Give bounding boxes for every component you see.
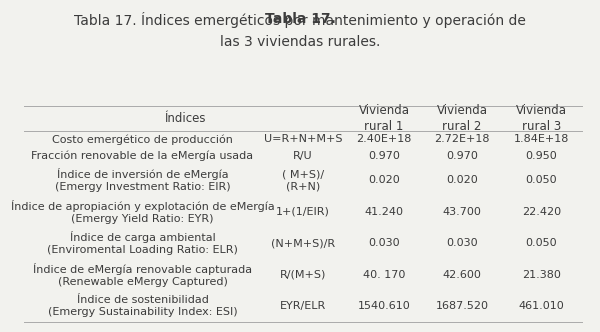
Text: 43.700: 43.700: [443, 207, 481, 217]
Text: 1+(1/EIR): 1+(1/EIR): [276, 207, 330, 217]
Text: 0.970: 0.970: [446, 151, 478, 161]
Text: Vivienda
rural 3: Vivienda rural 3: [516, 104, 567, 133]
Text: 21.380: 21.380: [522, 270, 561, 280]
Text: 2.40E+18: 2.40E+18: [356, 134, 412, 144]
Text: Fracción renovable de la eMergía usada: Fracción renovable de la eMergía usada: [31, 151, 254, 161]
Text: Tabla 17. Índices emergéticos por mantenimiento y operación de: Tabla 17. Índices emergéticos por manten…: [74, 12, 526, 28]
Text: (N+M+S)/R: (N+M+S)/R: [271, 238, 335, 248]
Text: 1540.610: 1540.610: [358, 301, 410, 311]
Text: 42.600: 42.600: [443, 270, 481, 280]
Text: 1687.520: 1687.520: [436, 301, 488, 311]
Text: R/U: R/U: [293, 151, 313, 161]
Text: Índice de apropiación y explotación de eMergía
(Emergy Yield Ratio: EYR): Índice de apropiación y explotación de e…: [11, 200, 274, 224]
Text: EYR/ELR: EYR/ELR: [280, 301, 326, 311]
Text: R/(M+S): R/(M+S): [280, 270, 326, 280]
Text: las 3 viviendas rurales.: las 3 viviendas rurales.: [220, 35, 380, 49]
Text: ( M+S)/
(R+N): ( M+S)/ (R+N): [282, 169, 324, 191]
Text: U=R+N+M+S: U=R+N+M+S: [264, 134, 342, 144]
Text: 2.72E+18: 2.72E+18: [434, 134, 490, 144]
Text: Vivienda
rural 2: Vivienda rural 2: [437, 104, 487, 133]
Text: Tabla 17.: Tabla 17.: [265, 12, 335, 26]
Text: 0.020: 0.020: [446, 175, 478, 185]
Text: 0.030: 0.030: [368, 238, 400, 248]
Text: Índice de eMergía renovable capturada
(Renewable eMergy Captured): Índice de eMergía renovable capturada (R…: [33, 263, 252, 287]
Text: 40. 170: 40. 170: [363, 270, 405, 280]
Text: 0.020: 0.020: [368, 175, 400, 185]
Text: 1.84E+18: 1.84E+18: [514, 134, 569, 144]
Text: 0.050: 0.050: [526, 175, 557, 185]
Text: 0.970: 0.970: [368, 151, 400, 161]
Text: 461.010: 461.010: [518, 301, 565, 311]
Text: Índice de carga ambiental
(Enviromental Loading Ratio: ELR): Índice de carga ambiental (Enviromental …: [47, 231, 238, 255]
Text: Costo emergético de producción: Costo emergético de producción: [52, 134, 233, 145]
Text: 0.950: 0.950: [526, 151, 557, 161]
Text: Vivienda
rural 1: Vivienda rural 1: [358, 104, 409, 133]
Text: Índices: Índices: [164, 112, 205, 125]
Text: 41.240: 41.240: [364, 207, 403, 217]
Text: 0.050: 0.050: [526, 238, 557, 248]
Text: Índice de inversión de eMergía
(Emergy Investment Ratio: EIR): Índice de inversión de eMergía (Emergy I…: [55, 168, 230, 192]
Text: Índice de sostenibilidad
(Emergy Sustainability Index: ESI): Índice de sostenibilidad (Emergy Sustain…: [47, 295, 238, 317]
Text: 22.420: 22.420: [522, 207, 561, 217]
Text: 0.030: 0.030: [446, 238, 478, 248]
